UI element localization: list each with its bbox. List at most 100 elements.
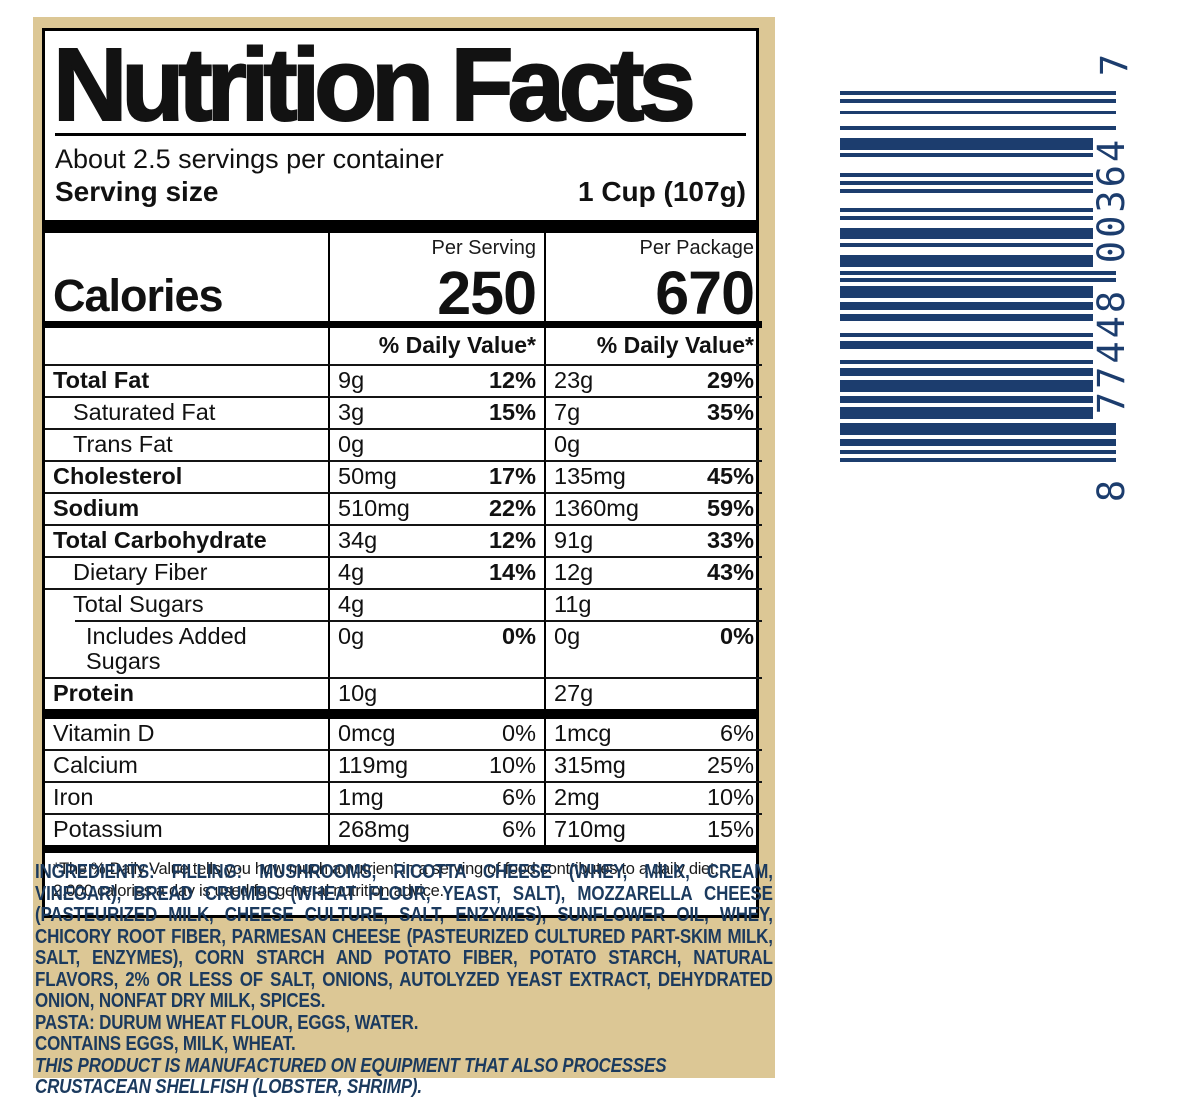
nutrient-name: Saturated Fat (73, 399, 216, 425)
filling-heading: FILLING: (171, 861, 242, 883)
nutrient-row: Potassium 268mg 6% 710mg 15% (45, 813, 762, 845)
upc-barcode: 7 00364 77448 8 (840, 54, 1140, 511)
daily-value: 25% (706, 752, 754, 778)
package-label-background: Nutrition Facts About 2.5 servings per c… (33, 17, 775, 1098)
amount: 0mcg (338, 720, 396, 746)
calories-row: Calories 250 670 (45, 259, 756, 327)
barcode-bar (840, 255, 1093, 267)
amount: 0g (338, 623, 365, 649)
nutrient-row: Includes Added Sugars 0g 0% 0g 0% (45, 620, 762, 677)
amount: 4g (338, 559, 365, 585)
serving-size-row: Serving size 1 Cup (107g) (55, 176, 746, 207)
amount: 2mg (554, 784, 600, 810)
amount: 135mg (554, 463, 626, 489)
nutrient-row: Trans Fat 0g 0g (45, 428, 762, 460)
nutrient-row: Iron 1mg 6% 2mg 10% (45, 781, 762, 813)
calories-per-package: 670 (655, 259, 755, 327)
calories-per-serving: 250 (437, 259, 537, 327)
amount: 3g (338, 399, 365, 425)
nutrient-row: Saturated Fat 3g 15% 7g 35% (45, 396, 762, 428)
nutrient-name: Calcium (53, 752, 138, 778)
daily-value-header-package: % Daily Value* (596, 332, 754, 358)
nutrient-row: Cholesterol 50mg 17% 135mg 45% (45, 460, 762, 492)
amount: 34g (338, 527, 378, 553)
amount: 7g (554, 399, 581, 425)
barcode-bar (840, 137, 1093, 150)
column-headers-row: Per Serving Per Package (45, 233, 756, 261)
nutrient-row: Protein 10g 27g (45, 677, 762, 709)
daily-value: 12% (488, 367, 536, 393)
daily-value: 10% (706, 784, 754, 810)
amount: 91g (554, 527, 594, 553)
barcode-bar (840, 227, 1093, 240)
amount: 11g (554, 591, 592, 617)
nutrient-name: Sodium (53, 495, 140, 521)
nutrient-row: Calcium 119mg 10% 315mg 25% (45, 749, 762, 781)
nutrient-name: Cholesterol (53, 463, 183, 489)
daily-value: 6% (502, 784, 536, 810)
barcode-bar (840, 243, 1093, 248)
barcode-bar (840, 153, 1093, 158)
barcode-bar (840, 173, 1093, 177)
barcode-bar (840, 458, 1116, 462)
amount: 27g (554, 680, 594, 706)
barcode-check-digit: 7 (1093, 53, 1136, 77)
nutrient-name: Potassium (53, 816, 163, 842)
nutrient-row: Total Sugars 4g 11g (45, 588, 762, 620)
barcode-bar (840, 450, 1116, 455)
nutrient-name: Protein (53, 680, 134, 706)
barcode-bar (840, 333, 1093, 338)
barcode-bar (840, 286, 1093, 298)
barcode-bar (840, 368, 1093, 377)
amount: 510mg (338, 495, 410, 521)
allergen-warning: THIS PRODUCT IS MANUFACTURED ON EQUIPMEN… (35, 1054, 667, 1098)
nutrient-name: Total Carbohydrate (53, 527, 267, 553)
daily-value: 0% (502, 720, 536, 746)
barcode-bar (840, 98, 1116, 103)
nutrient-rows: Total Fat 9g 12% 23g 29% Saturated Fat 3g 15% 7g… (45, 364, 762, 709)
amount: 1mg (338, 784, 384, 810)
nutrient-name: Total Sugars (73, 591, 204, 617)
barcode-bar (840, 313, 1093, 322)
daily-value: 59% (706, 495, 754, 521)
barcode-bar (840, 379, 1093, 392)
nutrient-row: Vitamin D 0mcg 0% 1mcg 6% (45, 719, 756, 749)
daily-value: 43% (706, 559, 754, 585)
daily-value: 6% (502, 816, 536, 842)
column-header-spacer (45, 233, 328, 261)
pasta-ingredients: DURUM WHEAT FLOUR, EGGS, WATER. (99, 1011, 419, 1034)
daily-value: 17% (488, 463, 536, 489)
amount: 10g (338, 680, 378, 706)
amount: 1360mg (554, 495, 639, 521)
daily-value-header-row: % Daily Value* % Daily Value* (45, 321, 762, 364)
daily-value: 22% (488, 495, 536, 521)
ingredients-heading: INGREDIENTS: (35, 861, 155, 883)
per-package-header: Per Package (639, 237, 754, 259)
daily-value: 35% (706, 399, 754, 425)
pasta-line: PASTA: DURUM WHEAT FLOUR, EGGS, WATER. (35, 1011, 773, 1035)
daily-value: 10% (488, 752, 536, 778)
filling-ingredients: MUSHROOMS, RICOTTA CHEESE (WHEY, MILK, C… (35, 861, 773, 1012)
ingredients-section: INGREDIENTS: FILLING: MUSHROOMS, RICOTTA… (35, 861, 773, 1099)
thick-divider-bottom (45, 845, 756, 853)
amount: 9g (338, 367, 365, 393)
nutrient-name: Total Fat (53, 367, 150, 393)
nutrient-name: Includes Added Sugars (86, 623, 247, 674)
daily-value: 33% (706, 527, 754, 553)
amount: 0g (554, 431, 581, 457)
amount: 268mg (338, 816, 410, 842)
thick-divider-top (45, 220, 756, 233)
nutrient-row: Sodium 510mg 22% 1360mg 59% (45, 492, 762, 524)
amount: 4g (338, 591, 365, 617)
barcode-bar (840, 340, 1093, 349)
ingredients-text-block: INGREDIENTS: FILLING: MUSHROOMS, RICOTTA… (35, 861, 773, 1099)
barcode-bar (840, 110, 1116, 115)
barcode-bar (840, 360, 1093, 365)
amount: 119mg (338, 752, 409, 778)
barcode-bar (840, 215, 1093, 220)
nutrient-row: Total Carbohydrate 34g 12% 91g 33% (45, 524, 762, 556)
barcode-bar (840, 422, 1116, 435)
nutrient-name: Iron (53, 784, 94, 810)
daily-value-header-serving: % Daily Value* (378, 332, 536, 358)
